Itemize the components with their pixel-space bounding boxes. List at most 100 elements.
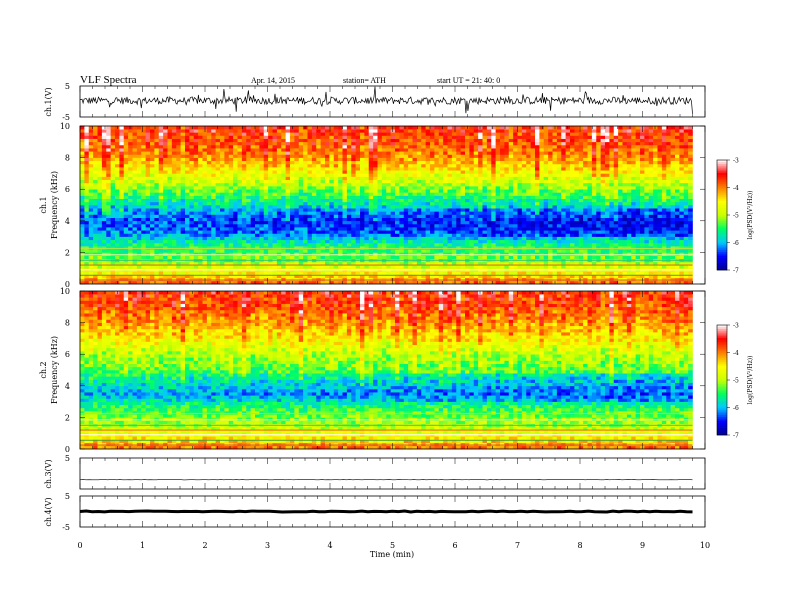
spectrogram-cell bbox=[683, 233, 689, 237]
spectrogram-cell bbox=[456, 255, 461, 260]
spectrogram-cell bbox=[421, 176, 426, 181]
spectrogram-cell bbox=[325, 201, 330, 206]
spectrogram-cell bbox=[294, 236, 300, 241]
spectrogram-cell bbox=[626, 208, 632, 212]
spectrogram-cell bbox=[281, 173, 286, 177]
spectrogram-cell bbox=[233, 261, 238, 266]
spectrogram-cell bbox=[548, 192, 553, 196]
spectrogram-cell bbox=[97, 274, 103, 278]
spectrogram-cell bbox=[513, 249, 518, 253]
spectrogram-cell bbox=[228, 211, 234, 215]
spectrogram-cell bbox=[167, 205, 173, 209]
spectrogram-cell bbox=[333, 186, 339, 190]
spectrogram-cell bbox=[325, 255, 330, 260]
spectrogram-cell bbox=[570, 214, 575, 218]
spectrogram-cell bbox=[644, 186, 650, 190]
spectrogram-cell bbox=[250, 217, 256, 222]
spectrogram-cell bbox=[661, 233, 667, 237]
spectrogram-cell bbox=[591, 230, 597, 234]
spectrogram-cell bbox=[390, 230, 396, 234]
spectrogram-cell bbox=[491, 227, 496, 231]
spectrogram-cell bbox=[97, 195, 103, 199]
spectrogram-cell bbox=[360, 239, 365, 244]
spectrogram-cell bbox=[648, 227, 654, 231]
spectrogram-cell bbox=[399, 173, 405, 177]
spectrogram-cell bbox=[386, 198, 391, 203]
spectrogram-cell bbox=[294, 176, 300, 181]
spectrogram-cell bbox=[403, 265, 409, 269]
spectrogram-cell bbox=[303, 280, 308, 285]
spectrogram-cell bbox=[246, 208, 251, 212]
spectrogram-cell bbox=[661, 179, 667, 184]
spectrogram-cell bbox=[526, 265, 531, 269]
spectrogram-cell bbox=[276, 208, 282, 212]
spectrogram-cell bbox=[338, 220, 343, 225]
spectrogram-cell bbox=[622, 252, 628, 256]
spectrogram-cell bbox=[193, 274, 199, 278]
spectrogram-cell bbox=[360, 220, 365, 225]
spectrogram-cell bbox=[110, 277, 116, 282]
spectrogram-cell bbox=[631, 211, 636, 215]
spectrogram-cell bbox=[101, 255, 107, 260]
spectrogram-cell bbox=[460, 223, 466, 228]
spectrogram-cell bbox=[80, 223, 85, 228]
spectrogram-cell bbox=[220, 182, 225, 187]
spectrogram-cell bbox=[596, 201, 601, 206]
spectrogram-cell bbox=[618, 211, 623, 215]
spectrogram-cell bbox=[132, 217, 138, 222]
spectrogram-cell bbox=[574, 186, 580, 190]
spectrogram-cell bbox=[565, 261, 571, 266]
spectrogram-cell bbox=[224, 249, 230, 253]
spectrogram-cell bbox=[220, 176, 225, 181]
spectrogram-cell bbox=[263, 252, 269, 256]
spectrogram-cell bbox=[565, 265, 571, 269]
spectrogram-cell bbox=[622, 217, 628, 222]
spectrogram-cell bbox=[298, 182, 304, 187]
spectrogram-cell bbox=[97, 246, 103, 250]
spectrogram-cell bbox=[478, 227, 483, 231]
spectrogram-cell bbox=[390, 223, 396, 228]
spectrogram-cell bbox=[657, 217, 663, 222]
spectrogram-cell bbox=[587, 230, 593, 234]
spectrogram-cell bbox=[255, 186, 260, 190]
spectrogram-cell bbox=[364, 233, 370, 237]
spectrogram-cell bbox=[180, 208, 186, 212]
spectrogram-cell bbox=[482, 205, 488, 209]
spectrogram-cell bbox=[574, 274, 580, 278]
spectrogram-cell bbox=[228, 223, 234, 228]
spectrogram-cell bbox=[622, 195, 628, 199]
spectrogram-cell bbox=[460, 189, 466, 193]
spectrogram-cell bbox=[683, 189, 689, 193]
spectrogram-cell bbox=[408, 227, 413, 231]
spectrogram-cell bbox=[193, 233, 199, 237]
spectrogram-cell bbox=[93, 252, 98, 256]
spectrogram-cell bbox=[395, 208, 400, 212]
spectrogram-cell bbox=[648, 223, 654, 228]
spectrogram-cell bbox=[500, 195, 505, 199]
spectrogram-cell bbox=[101, 249, 107, 253]
spectrogram-cell bbox=[176, 271, 181, 275]
spectrogram-cell bbox=[123, 227, 129, 231]
spectrogram-cell bbox=[333, 261, 339, 266]
spectrogram-cell bbox=[561, 223, 566, 228]
spectrogram-cell bbox=[390, 208, 396, 212]
spectrogram-cell bbox=[661, 280, 667, 285]
spectrogram-cell bbox=[246, 239, 251, 244]
spectrogram-cell bbox=[618, 239, 623, 244]
spectrogram-cell bbox=[250, 246, 256, 250]
spectrogram-cell bbox=[513, 176, 518, 181]
spectrogram-cell bbox=[259, 182, 265, 187]
spectrogram-cell bbox=[574, 195, 580, 199]
spectrogram-cell bbox=[272, 252, 278, 256]
spectrogram-cell bbox=[346, 205, 352, 209]
spectrogram-cell bbox=[281, 176, 286, 181]
spectrogram-cell bbox=[443, 214, 448, 218]
spectrogram-cell bbox=[141, 186, 146, 190]
spectrogram-cell bbox=[600, 205, 606, 209]
spectrogram-cell bbox=[644, 249, 650, 253]
spectrogram-cell bbox=[434, 176, 440, 181]
spectrogram-cell bbox=[521, 217, 527, 222]
spectrogram-cell bbox=[381, 211, 387, 215]
spectrogram-cell bbox=[443, 246, 448, 250]
spectrogram-cell bbox=[320, 214, 326, 218]
